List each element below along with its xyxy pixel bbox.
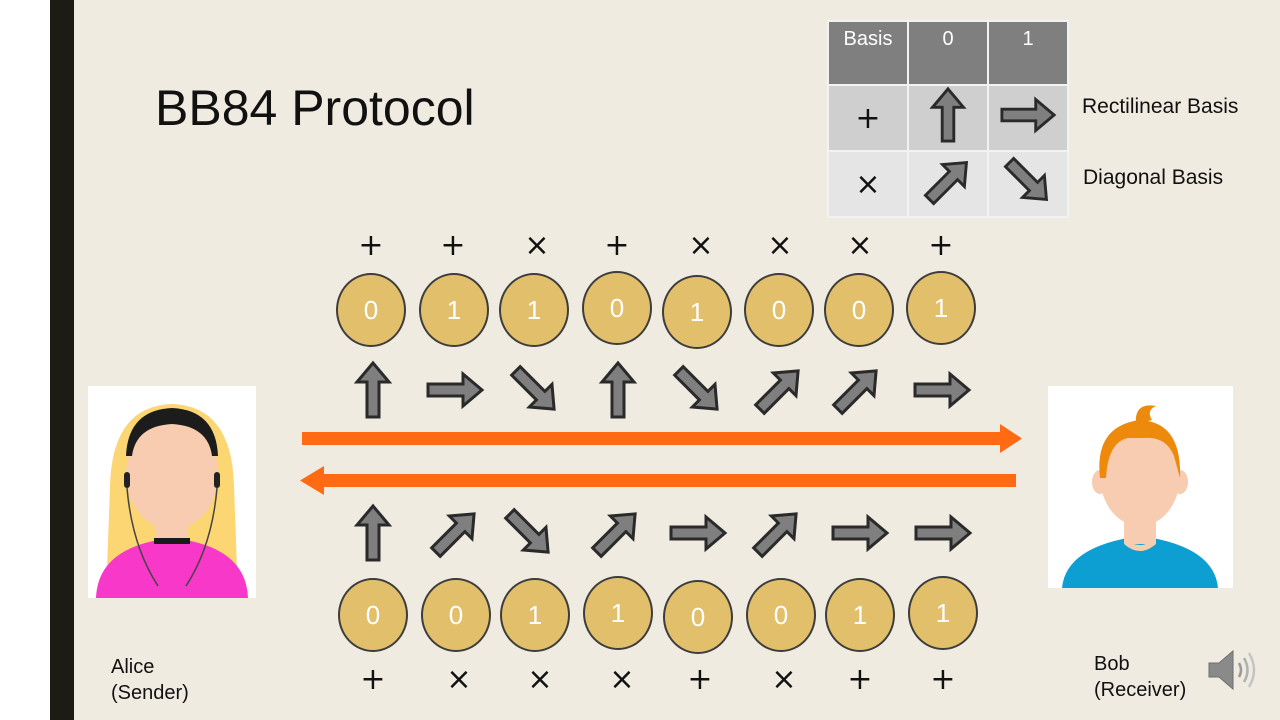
sender-bit: 0 [336, 273, 406, 347]
sender-basis: × [524, 228, 550, 263]
sender-bit: 0 [744, 273, 814, 347]
receiver-bit: 1 [825, 578, 895, 652]
up-right-arrow-icon [831, 369, 878, 416]
diagonal-1-cell [987, 150, 1069, 218]
right-arrow-icon [831, 513, 890, 553]
sender-bases-row: + + × + × × × + [0, 226, 1280, 266]
receiver-bit: 1 [583, 576, 653, 650]
rectilinear-1-cell [987, 84, 1069, 152]
receiver-bases-row: + × × × + × + + [0, 660, 1280, 700]
up-arrow-icon [598, 360, 638, 419]
sender-bit: 1 [419, 273, 489, 347]
receiver-basis: × [527, 662, 553, 697]
bob-avatar [1048, 386, 1233, 588]
up-arrow-icon [353, 503, 393, 562]
receiver-bit: 1 [500, 578, 570, 652]
receiver-basis: + [360, 662, 386, 697]
bob-name: Bob [1094, 653, 1130, 675]
alice-avatar [88, 386, 256, 598]
rectilinear-symbol: + [827, 84, 909, 152]
sender-basis: × [847, 228, 873, 263]
receiver-basis: × [446, 662, 472, 697]
basis-table: Basis 0 1 + × [827, 20, 1069, 218]
diagonal-symbol: × [827, 150, 909, 218]
diagonal-row: × [827, 150, 1069, 218]
rectilinear-0-cell [907, 84, 989, 152]
quantum-channel-arrows [300, 424, 1022, 495]
sender-bit: 1 [662, 275, 732, 349]
sender-bit: 0 [582, 271, 652, 345]
left-margin-bar [0, 0, 50, 720]
up-right-arrow-icon [923, 160, 969, 206]
up-arrow-icon [929, 86, 967, 143]
alice-label: Alice (Sender) [111, 654, 189, 706]
receiver-bit: 0 [338, 578, 408, 652]
bob-figure-icon [1062, 405, 1218, 588]
receiver-basis: × [771, 662, 797, 697]
up-right-arrow-icon [429, 512, 476, 559]
down-right-arrow-icon [1003, 156, 1049, 202]
slide-title: BB84 Protocol [155, 80, 475, 136]
basis-table-header: Basis 0 1 [827, 20, 1069, 86]
bob-role: (Receiver) [1094, 679, 1187, 701]
right-arrow-icon [669, 513, 728, 553]
right-arrow-icon [914, 513, 973, 553]
sender-basis: + [604, 228, 630, 263]
receiver-bit: 0 [746, 578, 816, 652]
receiver-bit: 0 [663, 580, 733, 654]
alice-figure-icon [96, 404, 248, 598]
sender-bit: 1 [499, 273, 569, 347]
left-arrow-icon [300, 466, 1016, 495]
receiver-basis: × [609, 662, 635, 697]
bob-label: Bob (Receiver) [1094, 651, 1186, 703]
diagonal-0-cell [907, 150, 989, 218]
rectilinear-basis-label: Rectilinear Basis [1082, 95, 1239, 118]
header-bit-1: 1 [987, 20, 1069, 86]
up-arrow-icon [353, 360, 393, 419]
right-arrow-icon [426, 370, 485, 410]
header-basis: Basis [827, 20, 909, 86]
left-accent-bar [50, 0, 74, 720]
receiver-basis: + [687, 662, 713, 697]
right-arrow-icon [913, 370, 972, 410]
speaker-icon[interactable] [1205, 645, 1259, 695]
receiver-basis: + [930, 662, 956, 697]
down-right-arrow-icon [672, 364, 719, 411]
alice-name: Alice [111, 656, 155, 678]
sender-basis: + [928, 228, 954, 263]
right-arrow-icon [1000, 96, 1057, 134]
sender-basis: + [358, 228, 384, 263]
down-right-arrow-icon [503, 507, 550, 554]
sender-bit: 1 [906, 271, 976, 345]
alice-role: (Sender) [111, 682, 189, 704]
right-arrow-icon [302, 424, 1022, 453]
receiver-basis: + [847, 662, 873, 697]
receiver-bit: 0 [421, 578, 491, 652]
up-right-arrow-icon [590, 512, 637, 559]
up-right-arrow-icon [753, 369, 800, 416]
up-right-arrow-icon [751, 512, 798, 559]
down-right-arrow-icon [509, 364, 556, 411]
diagonal-basis-label: Diagonal Basis [1083, 166, 1224, 189]
header-bit-0: 0 [907, 20, 989, 86]
sender-basis: × [688, 228, 714, 263]
sender-bit: 0 [824, 273, 894, 347]
rectilinear-row: + [827, 84, 1069, 152]
sender-basis: + [440, 228, 466, 263]
sender-basis: × [767, 228, 793, 263]
receiver-bit: 1 [908, 576, 978, 650]
